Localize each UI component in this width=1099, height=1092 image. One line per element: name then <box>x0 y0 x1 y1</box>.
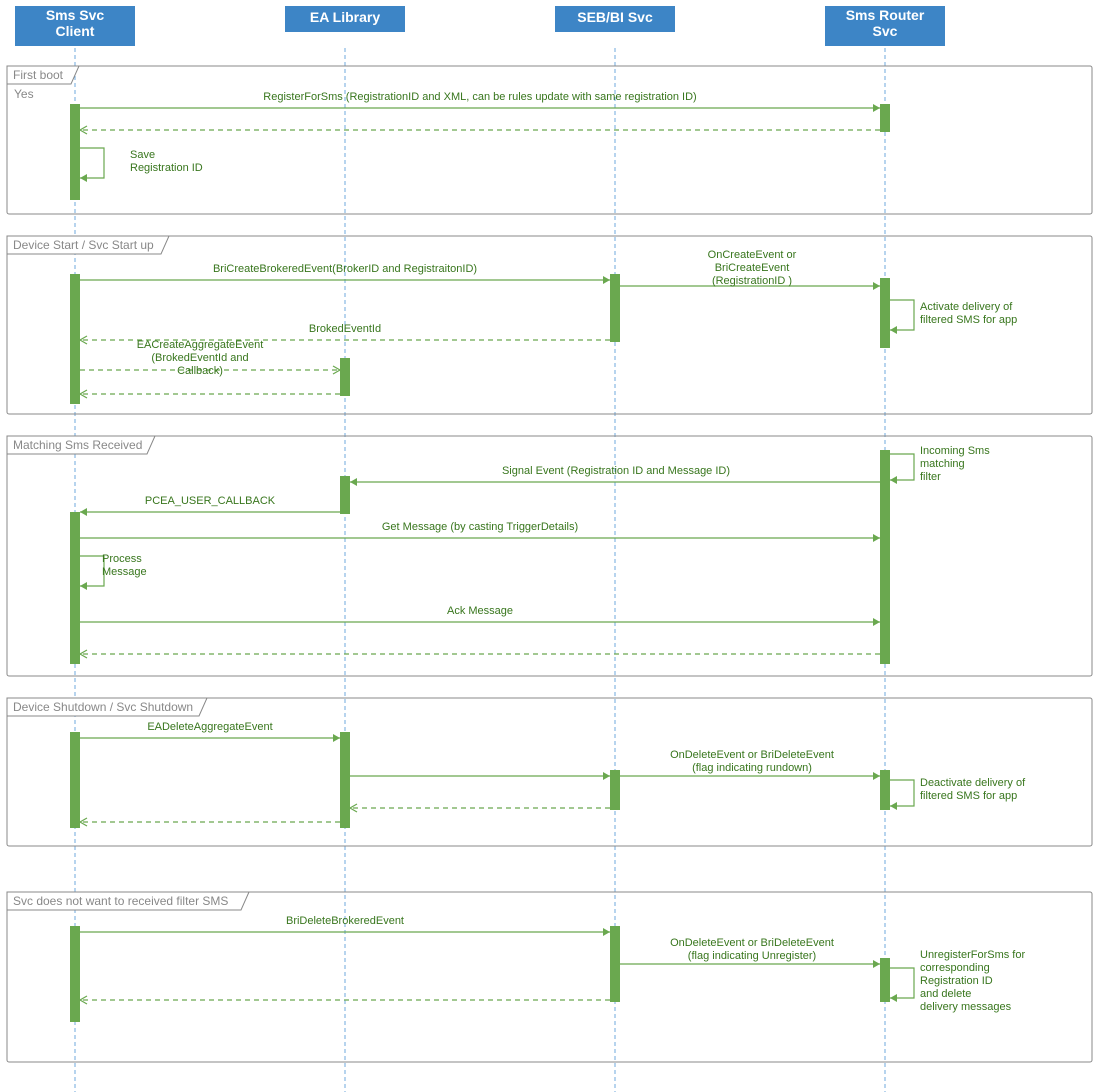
svg-text:EA Library: EA Library <box>310 9 380 25</box>
svg-text:OnDeleteEvent or BriDeleteEven: OnDeleteEvent or BriDeleteEvent <box>670 937 834 949</box>
sequence-diagram: First boot Device Start / Svc Start up Mat… <box>0 0 1099 1092</box>
svg-text:EACreateAggregateEvent: EACreateAggregateEvent <box>137 339 264 351</box>
svg-text:BriCreateEvent: BriCreateEvent <box>715 262 790 274</box>
svg-text:matching: matching <box>920 458 965 470</box>
svg-text:Ack Message: Ack Message <box>447 605 513 617</box>
svg-text:SEB/BI Svc: SEB/BI Svc <box>577 9 653 25</box>
svg-text:and delete: and delete <box>920 988 971 1000</box>
svg-text:Sms Router: Sms Router <box>846 7 925 23</box>
svg-text:Registration ID: Registration ID <box>920 975 993 987</box>
svg-text:Registration ID: Registration ID <box>130 162 203 174</box>
svg-text:BriCreateBrokeredEvent(BrokerI: BriCreateBrokeredEvent(BrokerID and Regi… <box>213 263 477 275</box>
svg-text:EADeleteAggregateEvent: EADeleteAggregateEvent <box>147 721 272 733</box>
svg-text:corresponding: corresponding <box>920 962 990 974</box>
svg-text:Message: Message <box>102 566 147 578</box>
svg-text:(flag indicating rundown): (flag indicating rundown) <box>692 762 812 774</box>
svg-text:Matching Sms Received: Matching Sms Received <box>13 438 142 452</box>
svg-text:Signal Event (Registration ID: Signal Event (Registration ID and Messag… <box>502 465 730 477</box>
svg-text:OnDeleteEvent or BriDeleteEven: OnDeleteEvent or BriDeleteEvent <box>670 749 834 761</box>
svg-text:BrokedEventId: BrokedEventId <box>309 323 381 335</box>
svg-text:(BrokedEventId and: (BrokedEventId and <box>151 352 248 364</box>
svg-text:filtered SMS for app: filtered SMS for app <box>920 790 1017 802</box>
svg-text:BriDeleteBrokeredEvent: BriDeleteBrokeredEvent <box>286 915 404 927</box>
svg-text:filter: filter <box>920 471 941 483</box>
svg-text:Incoming Sms: Incoming Sms <box>920 445 990 457</box>
svg-text:RegisterForSms (RegistrationID: RegisterForSms (RegistrationID and XML, … <box>263 91 696 103</box>
svg-text:Callback): Callback) <box>177 365 223 377</box>
svg-text:First boot: First boot <box>13 68 64 82</box>
svg-text:filtered SMS for app: filtered SMS for app <box>920 314 1017 326</box>
svg-text:Client: Client <box>56 23 95 39</box>
svg-text:PCEA_USER_CALLBACK: PCEA_USER_CALLBACK <box>145 495 276 507</box>
svg-text:(RegistrationID ): (RegistrationID ) <box>712 275 792 287</box>
svg-text:Sms Svc: Sms Svc <box>46 7 105 23</box>
svg-text:(flag indicating Unregister): (flag indicating Unregister) <box>688 950 816 962</box>
svg-text:OnCreateEvent or: OnCreateEvent or <box>708 249 797 261</box>
svg-text:Process: Process <box>102 553 142 565</box>
svg-text:Deactivate delivery of: Deactivate delivery of <box>920 777 1026 789</box>
svg-text:Device Start / Svc Start up: Device Start / Svc Start up <box>13 238 154 252</box>
svg-text:Activate delivery of: Activate delivery of <box>920 301 1013 313</box>
svg-text:Svc: Svc <box>873 23 898 39</box>
svg-text:Yes: Yes <box>14 87 34 101</box>
svg-text:Get Message (by casting Trigge: Get Message (by casting TriggerDetails) <box>382 521 578 533</box>
svg-text:Device Shutdown / Svc Shutdown: Device Shutdown / Svc Shutdown <box>13 700 193 714</box>
svg-text:Svc does not want to received: Svc does not want to received filter SMS <box>13 894 228 908</box>
svg-text:Save: Save <box>130 149 155 161</box>
svg-text:delivery messages: delivery messages <box>920 1001 1012 1013</box>
svg-text:UnregisterForSms for: UnregisterForSms for <box>920 949 1025 961</box>
